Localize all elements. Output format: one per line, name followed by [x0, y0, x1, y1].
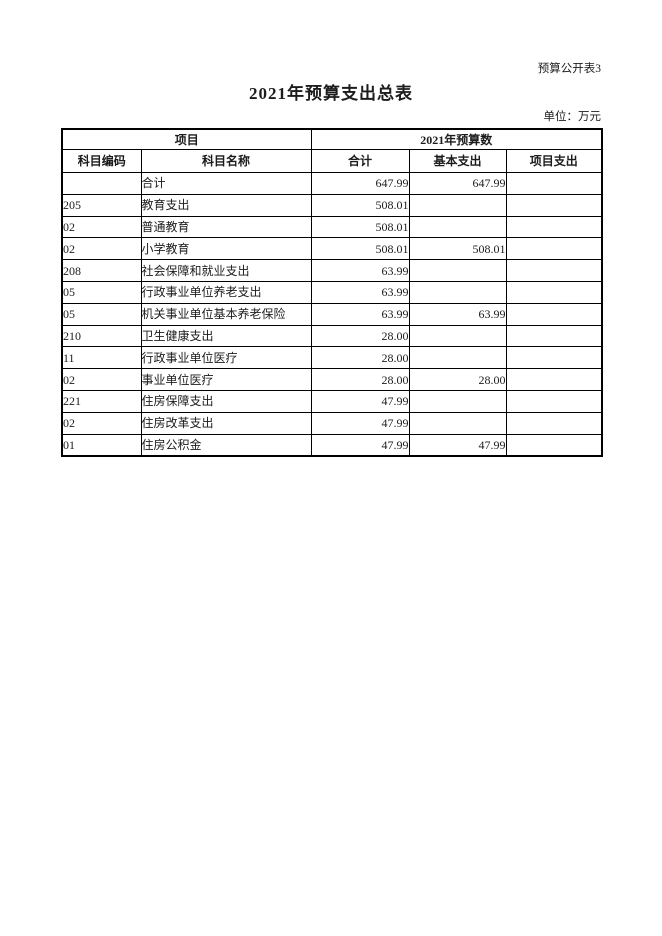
cell-project [505, 368, 603, 391]
cell-name: 社会保障和就业支出 [140, 259, 312, 282]
column-header-code: 科目编码 [61, 149, 142, 173]
table-row: 11 行政事业单位医疗 28.00 [61, 346, 603, 370]
cell-code: 01 [61, 433, 142, 457]
cell-total: 508.01 [310, 193, 410, 217]
cell-name: 住房改革支出 [140, 411, 312, 435]
cell-name: 合计 [140, 172, 312, 195]
cell-basic [408, 215, 507, 239]
table-row: 02 住房改革支出 47.99 [61, 411, 603, 435]
cell-code: 02 [61, 237, 142, 261]
cell-total: 647.99 [310, 172, 410, 195]
table-header: 项目 2021年预算数 科目编码 科目名称 合计 基本支出 项目支出 [61, 128, 603, 173]
cell-basic [408, 259, 507, 282]
table-body: 合计 647.99 647.99 205 教育支出 508.01 02 普通教育 508.01 0… [61, 172, 603, 457]
column-header-name: 科目名称 [140, 149, 312, 173]
cell-project [505, 389, 603, 413]
page-title: 2021年预算支出总表 [249, 84, 413, 103]
header-group-item: 项目 [61, 128, 312, 150]
table-row: 02 事业单位医疗 28.00 28.00 [61, 368, 603, 391]
cell-code [61, 172, 142, 195]
cell-project [505, 411, 603, 435]
header-group-budget: 2021年预算数 [310, 128, 603, 150]
cell-name: 住房公积金 [140, 433, 312, 457]
cell-code: 02 [61, 368, 142, 391]
table-row: 05 机关事业单位基本养老保险 63.99 63.99 [61, 302, 603, 326]
cell-code: 210 [61, 324, 142, 348]
cell-basic: 28.00 [408, 368, 507, 391]
cell-basic [408, 389, 507, 413]
cell-basic: 63.99 [408, 302, 507, 326]
table-row: 合计 647.99 647.99 [61, 172, 603, 195]
cell-code: 208 [61, 259, 142, 282]
cell-code: 02 [61, 411, 142, 435]
cell-total: 63.99 [310, 302, 410, 326]
table-row: 208 社会保障和就业支出 63.99 [61, 259, 603, 282]
cell-name: 事业单位医疗 [140, 368, 312, 391]
cell-total: 28.00 [310, 324, 410, 348]
cell-basic: 47.99 [408, 433, 507, 457]
cell-basic: 508.01 [408, 237, 507, 261]
budget-expenditure-table: 项目 2021年预算数 科目编码 科目名称 合计 基本支出 项目支出 合计 647… [61, 128, 603, 458]
table-row: 02 普通教育 508.01 [61, 215, 603, 239]
table-number-note: 预算公开表3 [537, 63, 601, 75]
column-header-total: 合计 [310, 149, 410, 173]
cell-project [505, 280, 603, 304]
table-row: 02 小学教育 508.01 508.01 [61, 237, 603, 261]
cell-code: 02 [61, 215, 142, 239]
cell-project [505, 172, 603, 195]
cell-project [505, 259, 603, 282]
cell-name: 住房保障支出 [140, 389, 312, 413]
cell-basic [408, 193, 507, 217]
cell-basic [408, 324, 507, 348]
cell-code: 205 [61, 193, 142, 217]
table-row: 05 行政事业单位养老支出 63.99 [61, 280, 603, 304]
cell-basic [408, 411, 507, 435]
table-row: 221 住房保障支出 47.99 [61, 389, 603, 413]
cell-total: 47.99 [310, 411, 410, 435]
cell-project [505, 193, 603, 217]
cell-total: 63.99 [310, 280, 410, 304]
cell-project [505, 215, 603, 239]
cell-code: 05 [61, 302, 142, 326]
cell-name: 普通教育 [140, 215, 312, 239]
cell-name: 小学教育 [140, 237, 312, 261]
header-columns-row: 科目编码 科目名称 合计 基本支出 项目支出 [61, 149, 603, 173]
cell-basic [408, 280, 507, 304]
cell-project [505, 324, 603, 348]
cell-name: 教育支出 [140, 193, 312, 217]
cell-total: 47.99 [310, 389, 410, 413]
cell-project [505, 433, 603, 457]
column-header-basic: 基本支出 [408, 149, 507, 173]
cell-code: 11 [61, 346, 142, 370]
cell-total: 47.99 [310, 433, 410, 457]
cell-project [505, 346, 603, 370]
cell-total: 508.01 [310, 237, 410, 261]
cell-code: 221 [61, 389, 142, 413]
cell-project [505, 302, 603, 326]
header-group-row: 项目 2021年预算数 [61, 128, 603, 150]
cell-project [505, 237, 603, 261]
cell-total: 63.99 [310, 259, 410, 282]
unit-label: 单位：万元 [543, 111, 602, 123]
cell-total: 28.00 [310, 368, 410, 391]
cell-basic [408, 346, 507, 370]
cell-total: 28.00 [310, 346, 410, 370]
cell-name: 行政事业单位医疗 [140, 346, 312, 370]
table-row: 01 住房公积金 47.99 47.99 [61, 433, 603, 457]
table-row: 205 教育支出 508.01 [61, 193, 603, 217]
cell-code: 05 [61, 280, 142, 304]
cell-total: 508.01 [310, 215, 410, 239]
column-header-project: 项目支出 [505, 149, 603, 173]
cell-name: 卫生健康支出 [140, 324, 312, 348]
table-row: 210 卫生健康支出 28.00 [61, 324, 603, 348]
cell-name: 机关事业单位基本养老保险 [140, 302, 312, 326]
cell-basic: 647.99 [408, 172, 507, 195]
cell-name: 行政事业单位养老支出 [140, 280, 312, 304]
